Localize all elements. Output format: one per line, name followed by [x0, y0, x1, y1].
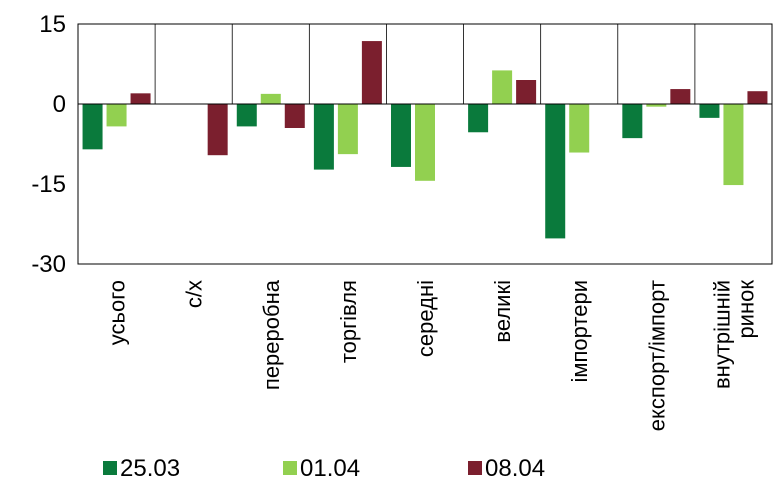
category-separators: [154, 24, 696, 104]
bar-01.04-усього: [106, 104, 127, 127]
bar-01.04-переробна: [260, 93, 281, 104]
bar-01.04-торгівля: [337, 104, 358, 155]
x-tick-label: с/х: [182, 280, 207, 308]
legend-label-25.03: 25.03: [120, 455, 180, 482]
bar-25.03-великі: [468, 104, 489, 133]
legend-label-08.04: 08.04: [485, 455, 545, 482]
legend-swatch-25.03: [103, 461, 117, 475]
bar-25.03-внутрішній ринок: [699, 104, 720, 118]
x-tick-label: переробна: [259, 279, 284, 390]
x-tick-label: усього: [105, 280, 130, 345]
y-axis-tick-labels: 15 0 -15 -30: [31, 11, 66, 278]
bar-25.03-середні: [391, 104, 411, 167]
bar-25.03-імпортери: [545, 104, 566, 239]
x-tick-label: ринок: [733, 280, 758, 339]
bar-25.03-торгівля: [313, 104, 334, 170]
bar-08.04-великі: [516, 80, 537, 104]
bar-01.04-середні: [415, 104, 435, 181]
bar-01.04-імпортери: [569, 104, 590, 153]
x-axis-tick-labels: усього с/х переробна торгівля середні великі і…: [105, 279, 759, 431]
y-tick-label: -30: [31, 251, 66, 278]
bar-25.03-експорт/імпорт: [622, 104, 643, 139]
legend-swatch-08.04: [468, 461, 482, 475]
bar-01.04-великі: [492, 70, 513, 104]
y-tick-label: -15: [31, 171, 66, 198]
bar-08.04-торгівля: [361, 41, 382, 104]
bar-01.04-внутрішній ринок: [723, 104, 744, 186]
bar-08.04-усього: [130, 93, 151, 104]
y-tick-label: 15: [39, 11, 66, 38]
bar-25.03-переробна: [236, 104, 257, 127]
bar-08.04-внутрішній ринок: [747, 91, 768, 104]
y-tick-label: 0: [53, 91, 66, 118]
bar-08.04-переробна: [284, 104, 305, 128]
bar-08.04-експорт/імпорт: [670, 89, 691, 104]
bar-01.04-експорт/імпорт: [646, 104, 667, 107]
x-tick-label: експорт/імпорт: [644, 280, 669, 431]
x-tick-label: великі: [490, 280, 515, 343]
x-tick-label: імпортери: [567, 280, 592, 383]
x-tick-label: середні: [413, 280, 438, 357]
x-tick-label: торгівля: [336, 280, 361, 363]
x-tick-label: внутрішній: [709, 280, 734, 389]
bar-08.04-с/х: [207, 104, 228, 156]
bar-25.03-усього: [82, 104, 103, 150]
legend-label-01.04: 01.04: [300, 455, 360, 482]
bar-marks: [82, 41, 768, 239]
legend-swatch-01.04: [283, 461, 297, 475]
legend: 25.03 01.04 08.04: [103, 455, 545, 482]
